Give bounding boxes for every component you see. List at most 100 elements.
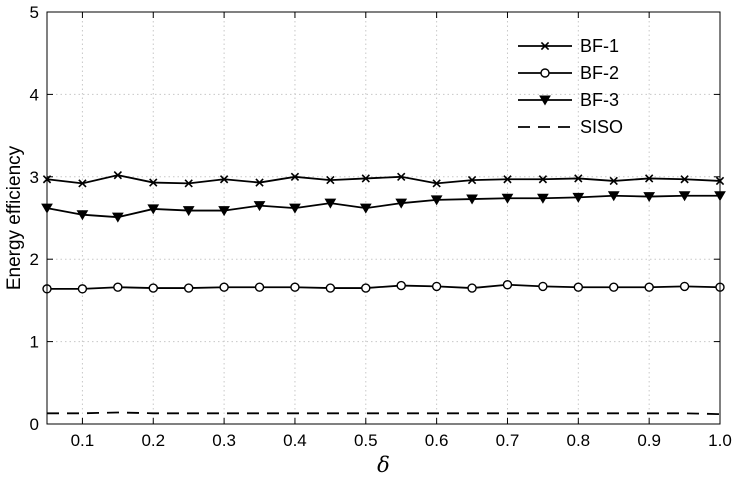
data-point-bf-2 [609, 282, 619, 292]
grid [47, 12, 721, 424]
x-tick-label: 0.8 [566, 431, 590, 450]
data-point-bf-3 [501, 193, 514, 204]
data-point-bf-1 [113, 170, 123, 180]
marker-stroke [540, 41, 550, 51]
legend-marker [540, 41, 550, 51]
data-point-bf-1 [467, 175, 477, 185]
data-point-bf-3 [76, 210, 89, 221]
data-point-bf-1 [432, 179, 441, 188]
y-tick-label: 3 [30, 168, 39, 187]
data-point-bf-2 [431, 281, 442, 292]
data-point-bf-1 [219, 175, 229, 184]
marker-stroke [361, 174, 370, 183]
marker-stroke [290, 172, 300, 181]
marker-stroke [78, 179, 87, 188]
data-point-bf-3 [218, 206, 230, 217]
data-point-bf-3 [111, 212, 124, 223]
data-point-bf-2 [361, 283, 371, 293]
y-tick-label: 0 [30, 415, 39, 434]
data-point-bf-3 [395, 198, 408, 209]
legend-label: BF-1 [580, 36, 619, 56]
marker-stroke [184, 179, 193, 188]
data-point-bf-1 [609, 176, 618, 186]
data-point-bf-3 [466, 194, 478, 205]
data-point-bf-3 [607, 191, 620, 202]
data-point-bf-3 [253, 201, 266, 212]
x-tick-label: 0.9 [637, 431, 661, 450]
y-tick-label: 4 [30, 85, 39, 104]
y-tick-label: 5 [30, 3, 39, 22]
marker-stroke [113, 170, 123, 180]
data-point-bf-1 [538, 175, 548, 184]
data-point-bf-2 [679, 281, 690, 292]
legend-entry-siso: SISO [518, 117, 623, 137]
marker-stroke [538, 175, 548, 184]
legend-label: BF-3 [580, 90, 619, 110]
legend-marker [539, 95, 551, 106]
data-point-bf-1 [644, 174, 654, 183]
data-point-bf-2 [644, 282, 654, 292]
series-line-bf-2 [47, 283, 721, 290]
axis-ticks: 0.1 0.2 0.3 0.4 0.5 0.6 0.7 0.8 0.9 1.0 0 1 2 3 4 5 [30, 3, 732, 450]
data-point-bf-1 [255, 178, 264, 187]
legend-label: SISO [580, 117, 623, 137]
data-point-bf-2 [219, 282, 229, 292]
x-tick-label: 0.7 [496, 431, 520, 450]
series-bf-3 [41, 191, 726, 223]
data-point-bf-2 [538, 281, 548, 292]
marker-stroke [644, 174, 654, 183]
y-tick-label: 2 [30, 250, 39, 269]
data-point-bf-3 [324, 198, 337, 209]
data-point-bf-2 [148, 283, 158, 293]
data-point-bf-2 [396, 280, 406, 291]
x-tick-label: 1.0 [708, 431, 732, 450]
x-tick-label: 0.6 [425, 431, 449, 450]
data-point-bf-3 [678, 191, 691, 202]
data-point-bf-2 [325, 283, 336, 293]
x-tick-label: 0.4 [283, 431, 307, 450]
y-tick-label: 1 [30, 333, 39, 352]
marker-stroke [326, 175, 335, 185]
marker-stroke [609, 176, 618, 186]
series-line-bf-3 [46, 194, 720, 219]
data-point-bf-2 [113, 282, 123, 292]
marker-stroke [255, 178, 264, 187]
data-point-bf-2 [254, 282, 265, 292]
data-point-bf-3 [430, 195, 443, 206]
data-point-bf-1 [503, 175, 512, 184]
data-point-bf-3 [643, 192, 656, 203]
legend: BF-1 BF-2 BF-3 SISO [518, 36, 623, 137]
marker-stroke [574, 174, 583, 183]
data-point-bf-3 [289, 203, 301, 214]
data-point-bf-3 [359, 203, 372, 214]
data-point-bf-2 [467, 283, 477, 293]
series-siso [47, 411, 721, 416]
marker-stroke [219, 175, 229, 184]
data-point-bf-2 [573, 282, 584, 292]
x-tick-label: 0.2 [141, 431, 165, 450]
data-point-bf-3 [147, 204, 160, 215]
series-bf-2 [42, 280, 725, 294]
data-point-bf-3 [537, 193, 549, 204]
marker-stroke [432, 179, 441, 188]
data-point-bf-1 [361, 174, 370, 183]
series-lines [41, 170, 726, 416]
legend-label: BF-2 [580, 63, 619, 83]
x-axis-label: δ [377, 453, 390, 477]
series-line-bf-1 [46, 174, 721, 185]
x-tick-label: 0.5 [354, 431, 378, 450]
data-point-bf-1 [78, 179, 87, 188]
data-point-bf-1 [290, 172, 300, 181]
series-line-siso [47, 411, 721, 416]
data-point-bf-1 [397, 172, 406, 181]
x-tick-label: 0.1 [71, 431, 95, 450]
data-point-bf-2 [502, 280, 513, 290]
data-point-bf-1 [680, 175, 689, 184]
data-point-bf-2 [183, 283, 194, 293]
plot-frame [46, 11, 721, 425]
data-point-bf-2 [290, 282, 300, 292]
data-point-bf-1 [574, 174, 583, 183]
series-bf-1 [42, 170, 725, 188]
